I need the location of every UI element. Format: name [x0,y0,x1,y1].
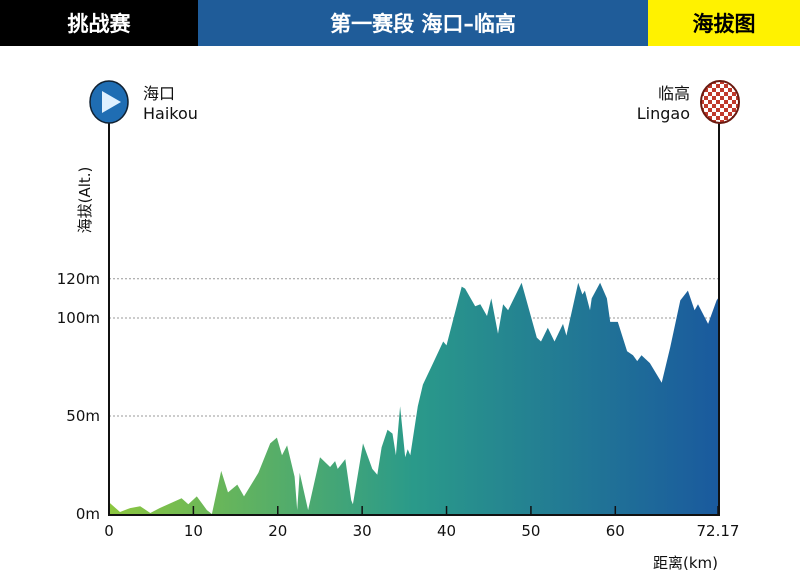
y-tick-label: 0m [76,505,100,523]
finish-name-cn: 临高 [657,84,690,103]
start-name-cn: 海口 [143,84,176,103]
y-tick-label: 100m [57,309,100,327]
finish-name-en: Lingao [636,104,690,123]
x-tick-label: 20 [268,522,287,540]
category-label: 挑战赛 [0,0,198,46]
x-tick-label: 40 [437,522,456,540]
x-axis-label: 距离(km) [653,554,718,572]
x-tick-label: 50 [521,522,540,540]
elevation-area [109,282,718,514]
x-tick-label: 60 [606,522,625,540]
x-tick-label: 30 [353,522,372,540]
start-label: 海口 Haikou [143,84,198,124]
finish-label: 临高 Lingao [637,84,690,124]
stage-title: 第一赛段 海口–临高 [198,0,648,46]
y-axis-label: 海拔(Alt.) [76,167,94,234]
chart-type-label: 海拔图 [648,0,800,46]
x-tick-label: 0 [104,522,114,540]
x-tick-label: 10 [184,522,203,540]
y-tick-label: 50m [66,407,100,425]
y-tick-label: 120m [57,270,100,288]
play-icon [89,80,129,124]
checkered-flag-icon [700,80,740,124]
x-tick-label: 72.17 [697,522,740,540]
start-name-en: Haikou [143,104,198,123]
